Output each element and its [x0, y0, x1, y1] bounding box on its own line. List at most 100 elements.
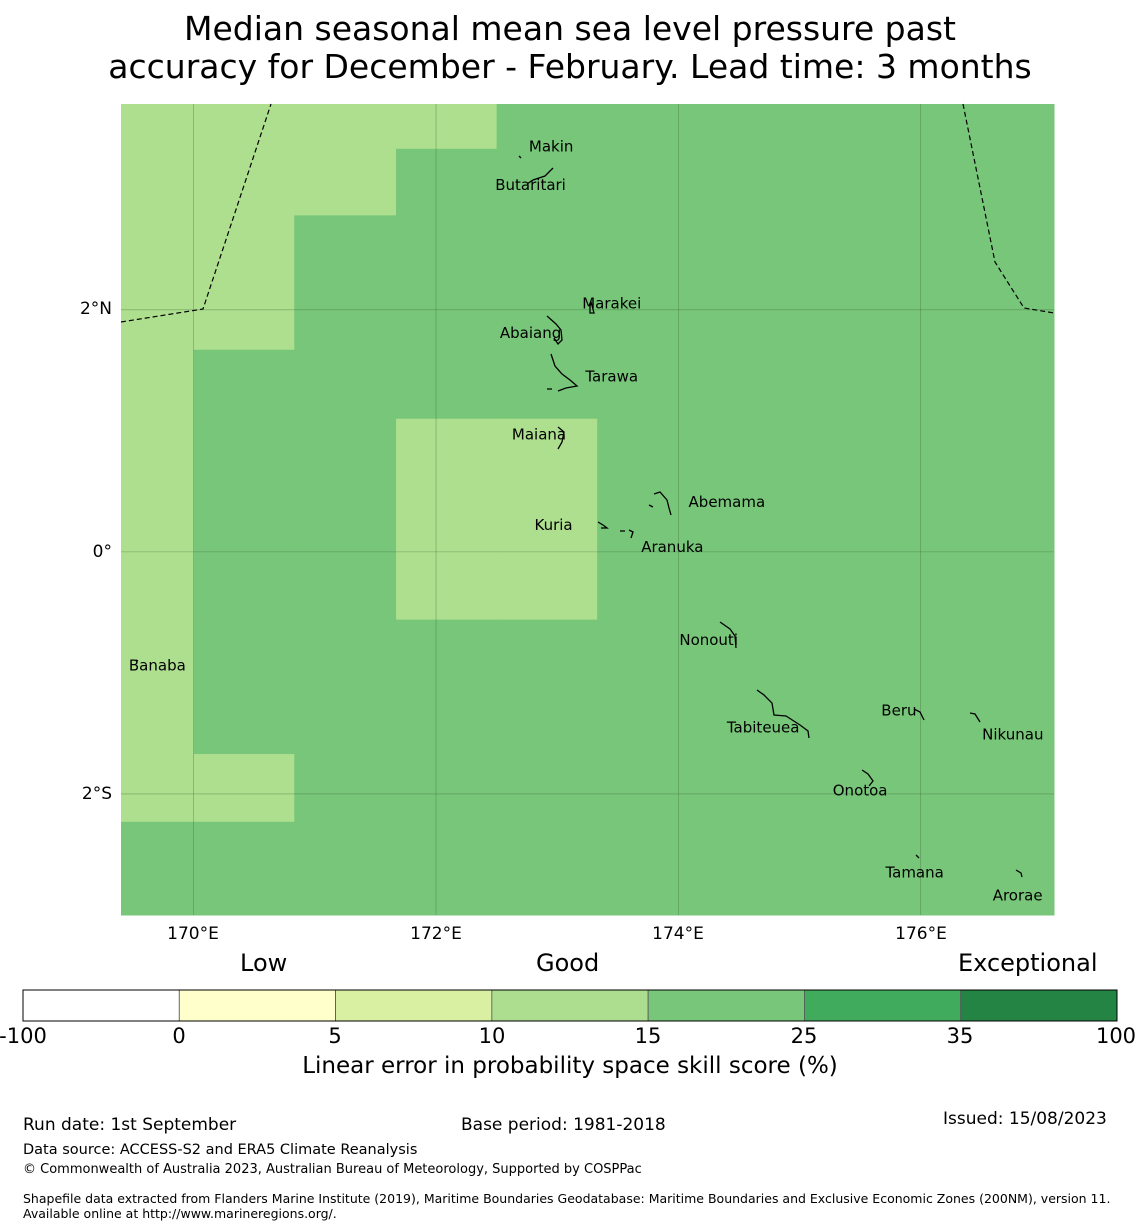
skill-cell [294, 148, 397, 216]
skill-cell [799, 148, 901, 216]
copyright: © Commonwealth of Australia 2023, Austra… [23, 1162, 642, 1177]
skill-cell [900, 821, 1003, 916]
skill-cell [1001, 619, 1055, 755]
skill-cell [900, 418, 1003, 621]
skill-cell [294, 821, 397, 916]
skill-cell [597, 349, 700, 420]
skill-cell [597, 619, 700, 755]
coast-onotoa [861, 769, 874, 787]
place-label-tarawa: Tarawa [584, 367, 638, 385]
skill-cell [496, 349, 598, 420]
skill-cell [193, 104, 295, 150]
skill-cell [121, 104, 195, 150]
coast-abaiang [546, 315, 563, 346]
skill-cell [294, 418, 397, 621]
skill-cell [294, 619, 397, 755]
place-labels: Makin Butaritari Marakei Abaiang Tarawa Maian… [129, 137, 1044, 904]
data-source: Data source: ACCESS-S2 and ERA5 Climate … [23, 1142, 418, 1158]
skill-cell [1001, 104, 1055, 150]
skill-cell [1001, 754, 1055, 823]
place-label-makin: Makin [529, 137, 574, 155]
coast-butaritari [526, 167, 554, 185]
legend-category-low: Low [240, 949, 288, 977]
place-label-arorae: Arorae [993, 887, 1043, 905]
skill-cell [294, 104, 397, 150]
place-label-aranuka: Aranuka [641, 538, 703, 556]
skill-cell [496, 215, 598, 351]
colorbar-tick-25: 25 [790, 1024, 818, 1048]
skill-cell [121, 349, 195, 420]
shapefile-credit: Shapefile data extracted from Flanders M… [23, 1191, 1111, 1221]
skill-cell [496, 104, 598, 150]
title-line-1: Median seasonal mean sea level pressure … [184, 9, 956, 48]
skill-cell [193, 418, 295, 621]
skill-cell [799, 754, 901, 823]
colorbar-segment [22, 989, 180, 1022]
place-label-tamana: Tamana [884, 864, 943, 882]
skill-cell [193, 148, 295, 216]
skill-cell [121, 215, 195, 351]
skill-cell [597, 821, 700, 916]
skill-cell [597, 215, 700, 351]
skill-cell [396, 619, 498, 755]
skill-cell [121, 418, 195, 621]
skill-cell [121, 754, 195, 823]
skill-cell [799, 418, 901, 621]
skill-cell [294, 215, 397, 351]
place-label-beru: Beru [881, 701, 916, 719]
skill-cell [396, 104, 498, 150]
lon-label-176e: 176°E [895, 924, 947, 944]
coast-kuria [597, 521, 609, 529]
coast-nonouti [719, 621, 737, 649]
run-date: Run date: 1st September [23, 1115, 237, 1135]
skill-cell [193, 349, 295, 420]
skill-cell [698, 215, 801, 351]
lon-label-174e: 174°E [652, 924, 704, 944]
skill-cell [698, 349, 801, 420]
coast-tarawa [547, 353, 579, 392]
coast-abemama [648, 491, 672, 516]
base-period: Base period: 1981-2018 [461, 1115, 666, 1135]
colorbar-segment [335, 989, 493, 1022]
skill-cell [698, 418, 801, 621]
skill-cell [121, 821, 195, 916]
skill-cell [799, 821, 901, 916]
colorbar-segment [804, 989, 962, 1022]
lon-label-170e: 170°E [167, 924, 219, 944]
eez-boundary-west [120, 103, 272, 323]
place-label-marakei: Marakei [582, 295, 641, 313]
lat-label-2s: 2°S [81, 784, 112, 804]
skill-cell [698, 619, 801, 755]
skill-cell [900, 754, 1003, 823]
legend-category-exceptional: Exceptional [958, 949, 1098, 977]
issued-date: Issued: 15/08/2023 [943, 1109, 1107, 1129]
place-label-nikunau: Nikunau [982, 726, 1043, 744]
place-label-banaba: Banaba [129, 657, 186, 675]
skill-cell [496, 754, 598, 823]
colorbar-tick-minus100: -100 [0, 1024, 47, 1048]
place-label-tabiteuea: Tabiteuea [726, 718, 800, 736]
coast-nikunau [969, 712, 981, 723]
skill-cell [900, 215, 1003, 351]
coast-aranuka [620, 529, 634, 539]
place-label-butaritari: Butaritari [495, 176, 566, 194]
map-title: Median seasonal mean sea level pressure … [0, 10, 1140, 86]
place-label-abemama: Abemama [689, 493, 766, 511]
skill-cell [396, 418, 498, 621]
skill-cell [396, 148, 498, 216]
colorbar-segment [491, 989, 649, 1022]
skill-cell [294, 754, 397, 823]
skill-cell [193, 619, 295, 755]
place-label-nonouti: Nonouti [679, 631, 738, 649]
coast-marakei [589, 299, 595, 314]
colorbar-frame [22, 989, 1118, 1022]
skill-cell [799, 349, 901, 420]
place-label-kuria: Kuria [535, 516, 573, 534]
colorbar [22, 989, 1118, 1022]
eez-boundary-east [962, 103, 1055, 314]
skill-cell [1001, 148, 1055, 216]
colorbar-tick-35: 35 [946, 1024, 974, 1048]
graticule [121, 104, 1054, 915]
colorbar-segments [22, 989, 1118, 1022]
title-line-2: accuracy for December - February. Lead t… [108, 47, 1032, 86]
